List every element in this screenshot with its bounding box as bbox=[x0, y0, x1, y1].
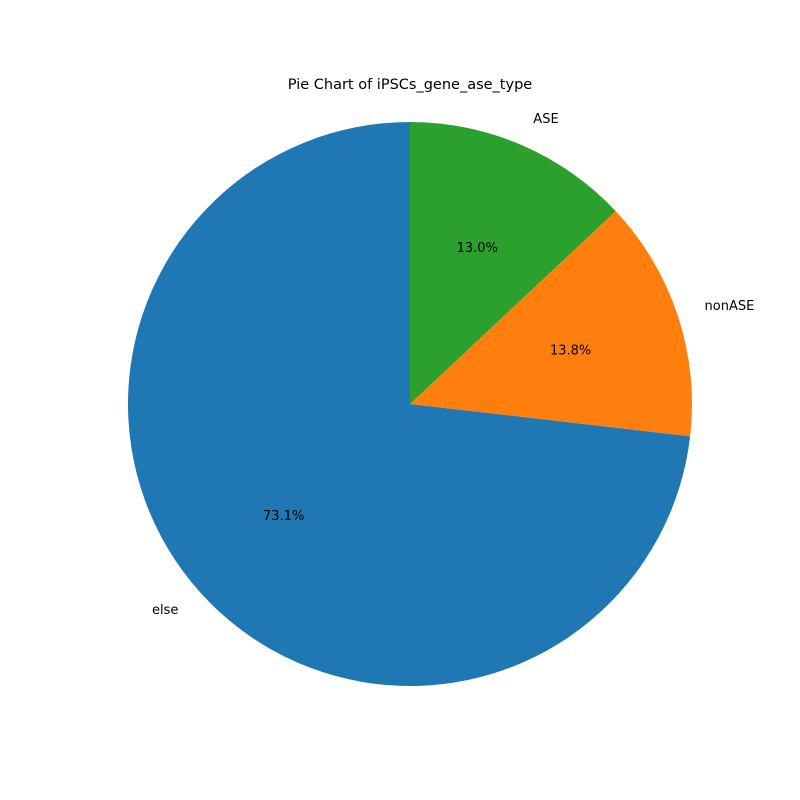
pie-slice-ase bbox=[410, 122, 616, 404]
slice-percent-ase: 13.0% bbox=[457, 241, 498, 256]
slice-percent-nonase: 13.8% bbox=[550, 343, 591, 358]
slice-label-ase: ASE bbox=[533, 112, 558, 127]
pie-slice-else bbox=[127, 122, 691, 686]
pie-labels: else 73.1% nonASE 13.8% ASE 13.0% bbox=[152, 112, 754, 618]
pie-slice-nonase bbox=[410, 211, 692, 437]
slice-percent-else: 73.1% bbox=[263, 509, 304, 524]
slice-label-else: else bbox=[152, 603, 178, 618]
chart-title: Pie Chart of iPSCs_gene_ase_type bbox=[288, 77, 532, 93]
slice-label-nonase: nonASE bbox=[705, 299, 755, 314]
pie-slices bbox=[127, 122, 692, 686]
